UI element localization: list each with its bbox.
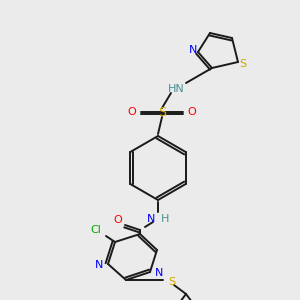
Text: Cl: Cl [91,225,101,235]
Text: O: O [114,215,122,225]
Text: N: N [147,214,155,224]
Text: HN: HN [168,84,184,94]
Text: S: S [239,59,247,69]
Text: O: O [188,107,196,117]
Text: H: H [161,214,169,224]
Text: N: N [95,260,103,270]
Text: S: S [158,106,166,118]
Text: N: N [155,268,163,278]
Text: S: S [168,277,175,287]
Text: N: N [189,45,197,55]
Text: O: O [128,107,136,117]
